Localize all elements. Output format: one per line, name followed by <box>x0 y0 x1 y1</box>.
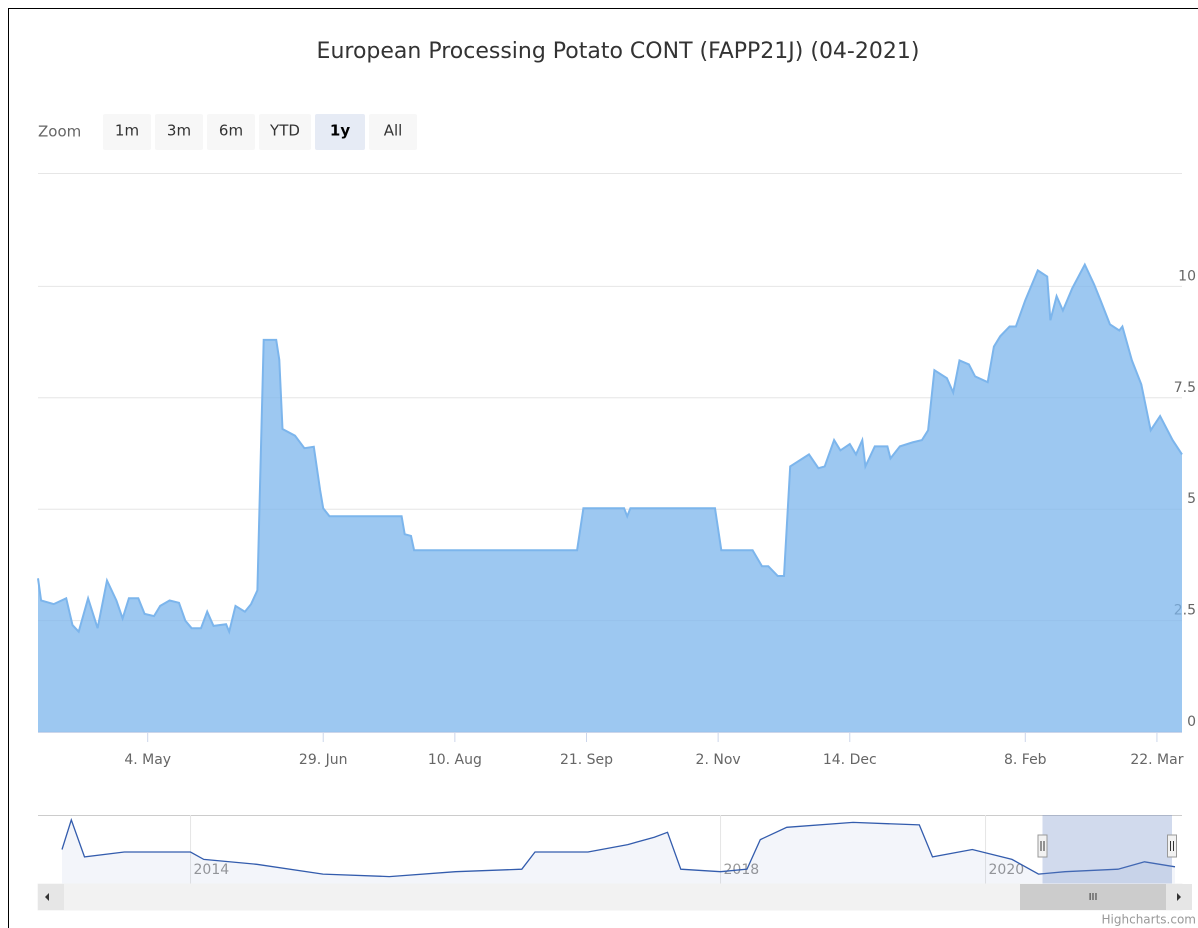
y-tick-label: 0 <box>1187 714 1196 730</box>
button-bg[interactable] <box>259 114 311 150</box>
x-tick-label: 21. Sep <box>560 752 613 768</box>
frame <box>8 8 1198 928</box>
x-tick-label: 14. Dec <box>823 752 877 768</box>
button-label[interactable]: 1m <box>115 122 139 140</box>
handle-grip <box>1040 841 1045 851</box>
x-tick-label: 10. Aug <box>428 752 482 768</box>
scrollbar-thumb[interactable] <box>1020 884 1166 910</box>
x-tick-label: 22. Mar <box>1130 752 1183 768</box>
navigator: 2014 2018 2020 <box>38 815 1182 884</box>
y-tick-label: 7.5 <box>1174 380 1196 396</box>
credits[interactable]: Highcharts.com <box>1102 913 1196 927</box>
scrollbar-track[interactable] <box>37 883 1183 911</box>
button-bg[interactable] <box>155 114 203 150</box>
chart-title: European Processing Potato CONT (FAPP21J… <box>317 39 920 64</box>
zoom-label: Zoom <box>38 123 81 141</box>
x-tick-label: 29. Jun <box>299 752 348 768</box>
range-buttons: 1m 3m 6m YTD 1y All <box>103 114 417 150</box>
arrow-left <box>45 893 49 901</box>
range-button[interactable]: 6m <box>207 114 255 150</box>
button-bg[interactable] <box>103 114 151 150</box>
scrollbar-grip: III <box>1089 892 1098 903</box>
x-tick-label: 2. Nov <box>696 752 741 768</box>
nav-handle[interactable] <box>1037 834 1048 858</box>
handle-grip <box>1170 841 1174 851</box>
y-tick-label: 10 <box>1178 268 1196 284</box>
button-bg[interactable] <box>207 114 255 150</box>
range-button[interactable]: All <box>369 114 417 150</box>
range-button[interactable]: YTD <box>259 114 311 150</box>
range-button[interactable]: 1y <box>315 114 365 150</box>
area-fill <box>38 264 1182 732</box>
button-bg[interactable] <box>369 114 417 150</box>
button-label[interactable]: 1y <box>330 122 350 140</box>
scroll-left[interactable] <box>38 884 64 910</box>
button-label[interactable]: All <box>384 122 403 140</box>
range-button[interactable]: 3m <box>155 114 203 150</box>
button-label[interactable]: 3m <box>167 122 191 140</box>
x-tick-label: 4. May <box>124 752 171 768</box>
area-line <box>37 262 1183 635</box>
range-button[interactable]: 1m <box>103 114 151 150</box>
nav-handle[interactable] <box>1167 834 1177 858</box>
button-label[interactable]: 6m <box>219 122 243 140</box>
nav-tick-label: 2020 <box>989 862 1025 878</box>
nav-area <box>62 819 1175 884</box>
button-label[interactable]: YTD <box>269 122 300 140</box>
nav-mask[interactable] <box>1042 815 1173 884</box>
nav-tick-label: 2014 <box>194 862 230 878</box>
arrow-right <box>1177 893 1181 901</box>
button-bg[interactable] <box>315 114 365 150</box>
nav-line <box>61 817 1176 878</box>
y-tick-label: 5 <box>1187 491 1196 507</box>
x-tick-label: 8. Feb <box>1004 752 1047 768</box>
